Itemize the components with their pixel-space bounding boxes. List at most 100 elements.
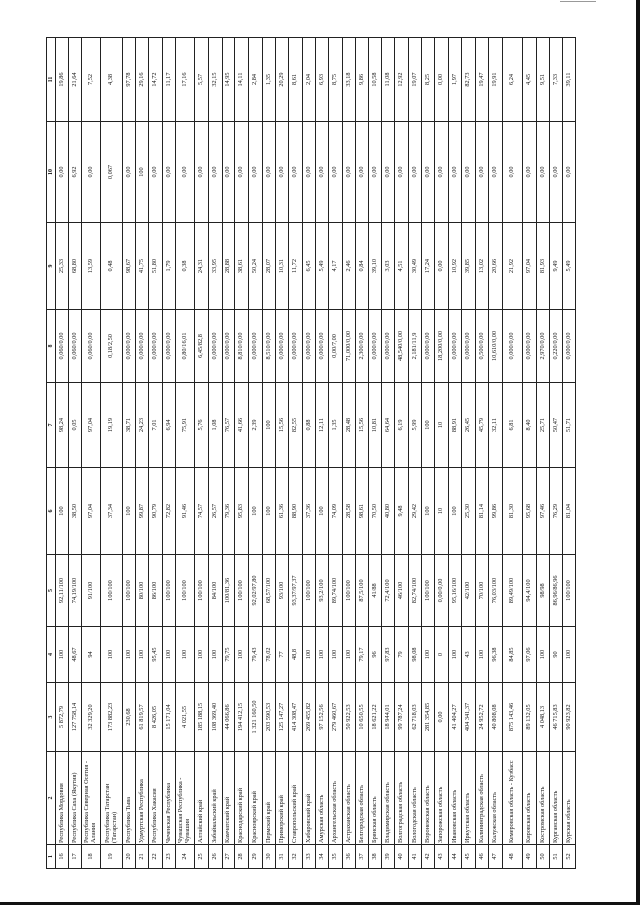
value-cell-col-11: 10,58 xyxy=(368,37,382,122)
table-row: 39 Владимирская область 18 944,01 97,83 72,4… xyxy=(381,37,395,869)
value-cell-col-11: 32,15 xyxy=(208,37,223,122)
value-cell-col-10: 0,00 xyxy=(434,121,449,223)
value-cell-col-5: 46/100 xyxy=(394,554,409,627)
value-cell-col-6: 81,30 xyxy=(502,467,523,555)
value-cell-col-9: 20,66 xyxy=(488,222,503,310)
value-cell-col-11: 9,51 xyxy=(536,37,550,122)
regions-data-table: 1 2 3 4 5 6 7 8 9 10 11 16 Республика Мордовия 5 872,… xyxy=(46,37,576,869)
value-cell-col-11: 8,61 xyxy=(288,37,303,122)
value-cell-col-11: 11,17 xyxy=(162,37,176,122)
value-cell-col-9: 98,67 xyxy=(122,222,136,310)
value-cell-col-10: 0,00 xyxy=(55,121,69,223)
value-cell-col-4: 100 xyxy=(302,626,316,683)
value-cell-col-4: 78,02 xyxy=(262,626,276,683)
value-cell-col-8: 8,810/0,00 xyxy=(234,309,249,383)
value-cell-col-9: 28,07 xyxy=(262,222,276,310)
value-cell-col-5: 100/100 xyxy=(421,554,435,627)
row-number-cell: 26 xyxy=(208,844,223,869)
value-cell-col-4: 100 xyxy=(475,626,489,683)
value-cell-col-9: 17,24 xyxy=(421,222,435,310)
value-cell-col-6: 95,68 xyxy=(522,467,537,555)
value-cell-col-10: 0,00 xyxy=(461,121,476,223)
region-name-cell: Камчатский край xyxy=(222,751,235,845)
value-cell-col-3: 61 819,57 xyxy=(135,682,149,752)
value-cell-col-10: 6,92 xyxy=(68,121,82,223)
value-cell-col-5: 93,37/97,37 xyxy=(288,554,303,627)
region-name-cell: Республика Северная Осетия - Алания xyxy=(81,751,101,845)
value-cell-col-4: 100 xyxy=(536,626,550,683)
table-row: 46 Калининградская область 24 952,72 100 70/… xyxy=(475,37,489,869)
value-cell-col-11: 7,33 xyxy=(549,37,563,122)
value-cell-col-7: 8,40 xyxy=(522,382,537,468)
value-cell-col-11: 82,73 xyxy=(461,37,476,122)
value-cell-col-7: 6,19 xyxy=(394,382,409,468)
value-cell-col-9: 4,17 xyxy=(328,222,343,310)
table-row: 45 Иркутская область 404 341,37 43 42/100 25,… xyxy=(461,37,476,869)
value-cell-col-3: 44 066,86 xyxy=(222,682,235,752)
value-cell-col-8: 0,000/0,00 xyxy=(421,309,435,383)
value-cell-col-5: 100/100 xyxy=(162,554,176,627)
value-cell-col-4: 100 xyxy=(122,626,136,683)
row-number-cell: 41 xyxy=(408,844,422,869)
value-cell-col-10: 0,00 xyxy=(421,121,435,223)
value-cell-col-6: 76,29 xyxy=(549,467,563,555)
value-cell-col-9: 38,61 xyxy=(234,222,249,310)
table-row: 36 Астраханская область 50 922,53 100 100/10… xyxy=(342,37,356,869)
value-cell-col-4: 100 xyxy=(100,626,123,683)
value-cell-col-5: 91/100 xyxy=(81,554,101,627)
value-cell-col-4: 0 xyxy=(434,626,449,683)
column-number-row: 1 2 3 4 5 6 7 8 9 10 11 xyxy=(46,37,56,869)
value-cell-col-9: 5,49 xyxy=(315,222,329,310)
column-number-5: 5 xyxy=(46,554,56,627)
table-row: 40 Волгоградская область 99 787,24 79 46/100… xyxy=(394,37,409,869)
value-cell-col-5: 72,4/100 xyxy=(381,554,395,627)
region-name-cell: Волгоградская область xyxy=(394,751,409,845)
value-cell-col-6: 74,57 xyxy=(194,467,209,555)
row-number-cell: 18 xyxy=(81,844,101,869)
value-cell-col-6: 100 xyxy=(262,467,276,555)
row-number-cell: 25 xyxy=(194,844,209,869)
value-cell-col-6: 79,36 xyxy=(222,467,235,555)
value-cell-col-5: 100/100 xyxy=(302,554,316,627)
value-cell-col-9: 97,04 xyxy=(522,222,537,310)
value-cell-col-4: 100 xyxy=(175,626,195,683)
value-cell-col-8: 0,000/0,00 xyxy=(381,309,395,383)
row-number-cell: 49 xyxy=(522,844,537,869)
value-cell-col-6: 100 xyxy=(122,467,136,555)
value-cell-col-3: 18 621,22 xyxy=(368,682,382,752)
value-cell-col-6: 9,48 xyxy=(394,467,409,555)
value-cell-col-5: 95,16/100 xyxy=(448,554,462,627)
value-cell-col-10: 0,00 xyxy=(355,121,369,223)
value-cell-col-5: 100/81,36 xyxy=(222,554,235,627)
value-cell-col-5: 98/98 xyxy=(536,554,550,627)
value-cell-col-5: 84/100 xyxy=(208,554,223,627)
value-cell-col-5: 80/100 xyxy=(135,554,149,627)
value-cell-col-9: 50,24 xyxy=(248,222,263,310)
region-name-cell: Калининградская область xyxy=(475,751,489,845)
value-cell-col-4: 100 xyxy=(194,626,209,683)
value-cell-col-3: 194 412,15 xyxy=(234,682,249,752)
value-cell-col-4: 100 xyxy=(328,626,343,683)
value-cell-col-6: 38,50 xyxy=(68,467,82,555)
value-cell-col-10: 0,067 xyxy=(100,121,123,223)
value-cell-col-9: 11,72 xyxy=(288,222,303,310)
region-name-cell: Краснодарский край xyxy=(234,751,249,845)
value-cell-col-10: 0,00 xyxy=(148,121,163,223)
value-cell-col-3: 108 369,40 xyxy=(208,682,223,752)
value-cell-col-6: 26,57 xyxy=(208,467,223,555)
value-cell-col-11: 14,72 xyxy=(148,37,163,122)
value-cell-col-7: 97,04 xyxy=(81,382,101,468)
column-number-3: 3 xyxy=(46,682,56,752)
value-cell-col-8: 0,000/0,00 xyxy=(522,309,537,383)
value-cell-col-4: 84,85 xyxy=(502,626,523,683)
row-number-cell: 42 xyxy=(421,844,435,869)
value-cell-col-9: 24,31 xyxy=(194,222,209,310)
value-cell-col-3: 90 923,82 xyxy=(562,682,576,752)
value-cell-col-7: 75,91 xyxy=(175,382,195,468)
value-cell-col-4: 97,83 xyxy=(381,626,395,683)
value-cell-col-4: 79,75 xyxy=(222,626,235,683)
value-cell-col-11: 9,86 xyxy=(355,37,369,122)
value-cell-col-10: 0,00 xyxy=(315,121,329,223)
value-cell-col-4: 96 xyxy=(368,626,382,683)
row-number-cell: 20 xyxy=(122,844,136,869)
